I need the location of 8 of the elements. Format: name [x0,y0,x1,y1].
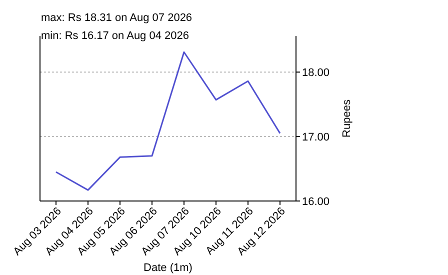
y-tick-label: 16.00 [302,196,330,208]
annotation: min: Rs 16.17 on Aug 04 2026 [41,30,189,42]
x-axis-title: Date (1m) [144,262,192,274]
y-tick-label: 18.00 [302,66,330,79]
line-series [55,51,281,191]
text: max: Rs 18.31 on Aug 07 2026 [41,12,192,24]
y-tick-label: 17.00 [302,131,330,144]
y-axis-title: Rupees [341,99,353,138]
